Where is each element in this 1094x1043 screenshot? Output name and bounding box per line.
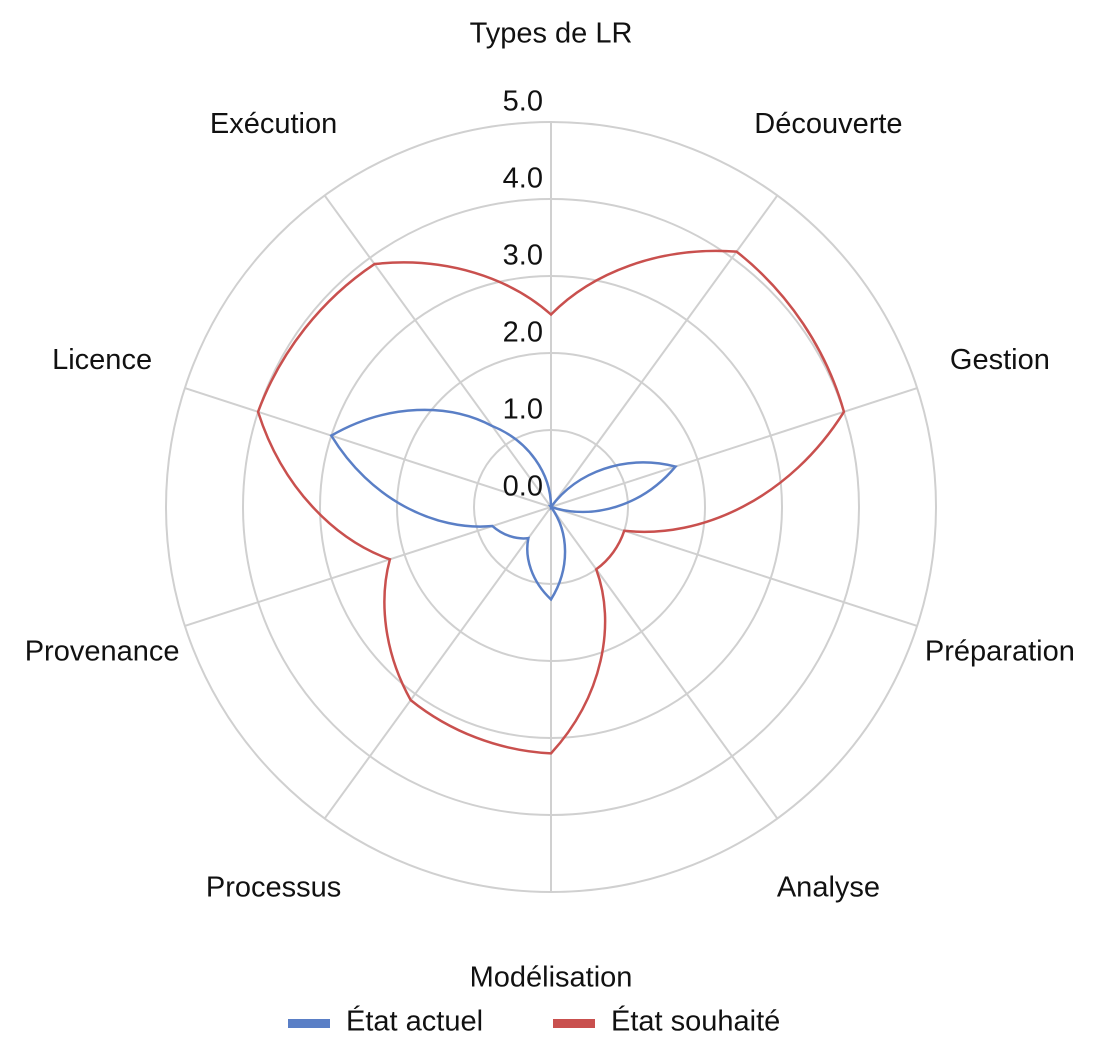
y-tick-label: 0.0: [503, 471, 543, 503]
y-tick-label: 3.0: [503, 240, 543, 272]
category-label: Types de LR: [470, 18, 633, 50]
grid-spoke: [550, 506, 918, 627]
series-line: [256, 249, 846, 755]
grid-spoke: [323, 194, 552, 508]
category-label: Gestion: [950, 344, 1050, 376]
legend-label: État souhaité: [611, 1005, 780, 1038]
y-tick-label: 2.0: [503, 317, 543, 349]
category-label: Processus: [206, 872, 341, 904]
y-tick-label: 4.0: [503, 163, 543, 195]
category-label: Licence: [52, 344, 152, 376]
grid-spoke: [184, 387, 552, 508]
legend-swatch: [288, 1019, 330, 1028]
grid-spoke: [550, 194, 779, 508]
category-label: Découverte: [754, 108, 902, 140]
series-line: [329, 408, 678, 602]
legend-label: État actuel: [346, 1005, 483, 1038]
y-tick-label: 1.0: [503, 394, 543, 426]
grid-spoke: [323, 506, 552, 820]
category-label: Analyse: [777, 872, 880, 904]
grid-spoke: [550, 387, 918, 508]
category-label: Préparation: [925, 636, 1075, 668]
category-label: Exécution: [210, 108, 337, 140]
y-tick-label: 5.0: [503, 86, 543, 118]
legend-swatch: [553, 1019, 595, 1028]
grid-spoke: [184, 506, 552, 627]
category-label: Provenance: [25, 636, 180, 668]
grid-spoke: [550, 506, 779, 820]
category-label: Modélisation: [470, 962, 633, 994]
